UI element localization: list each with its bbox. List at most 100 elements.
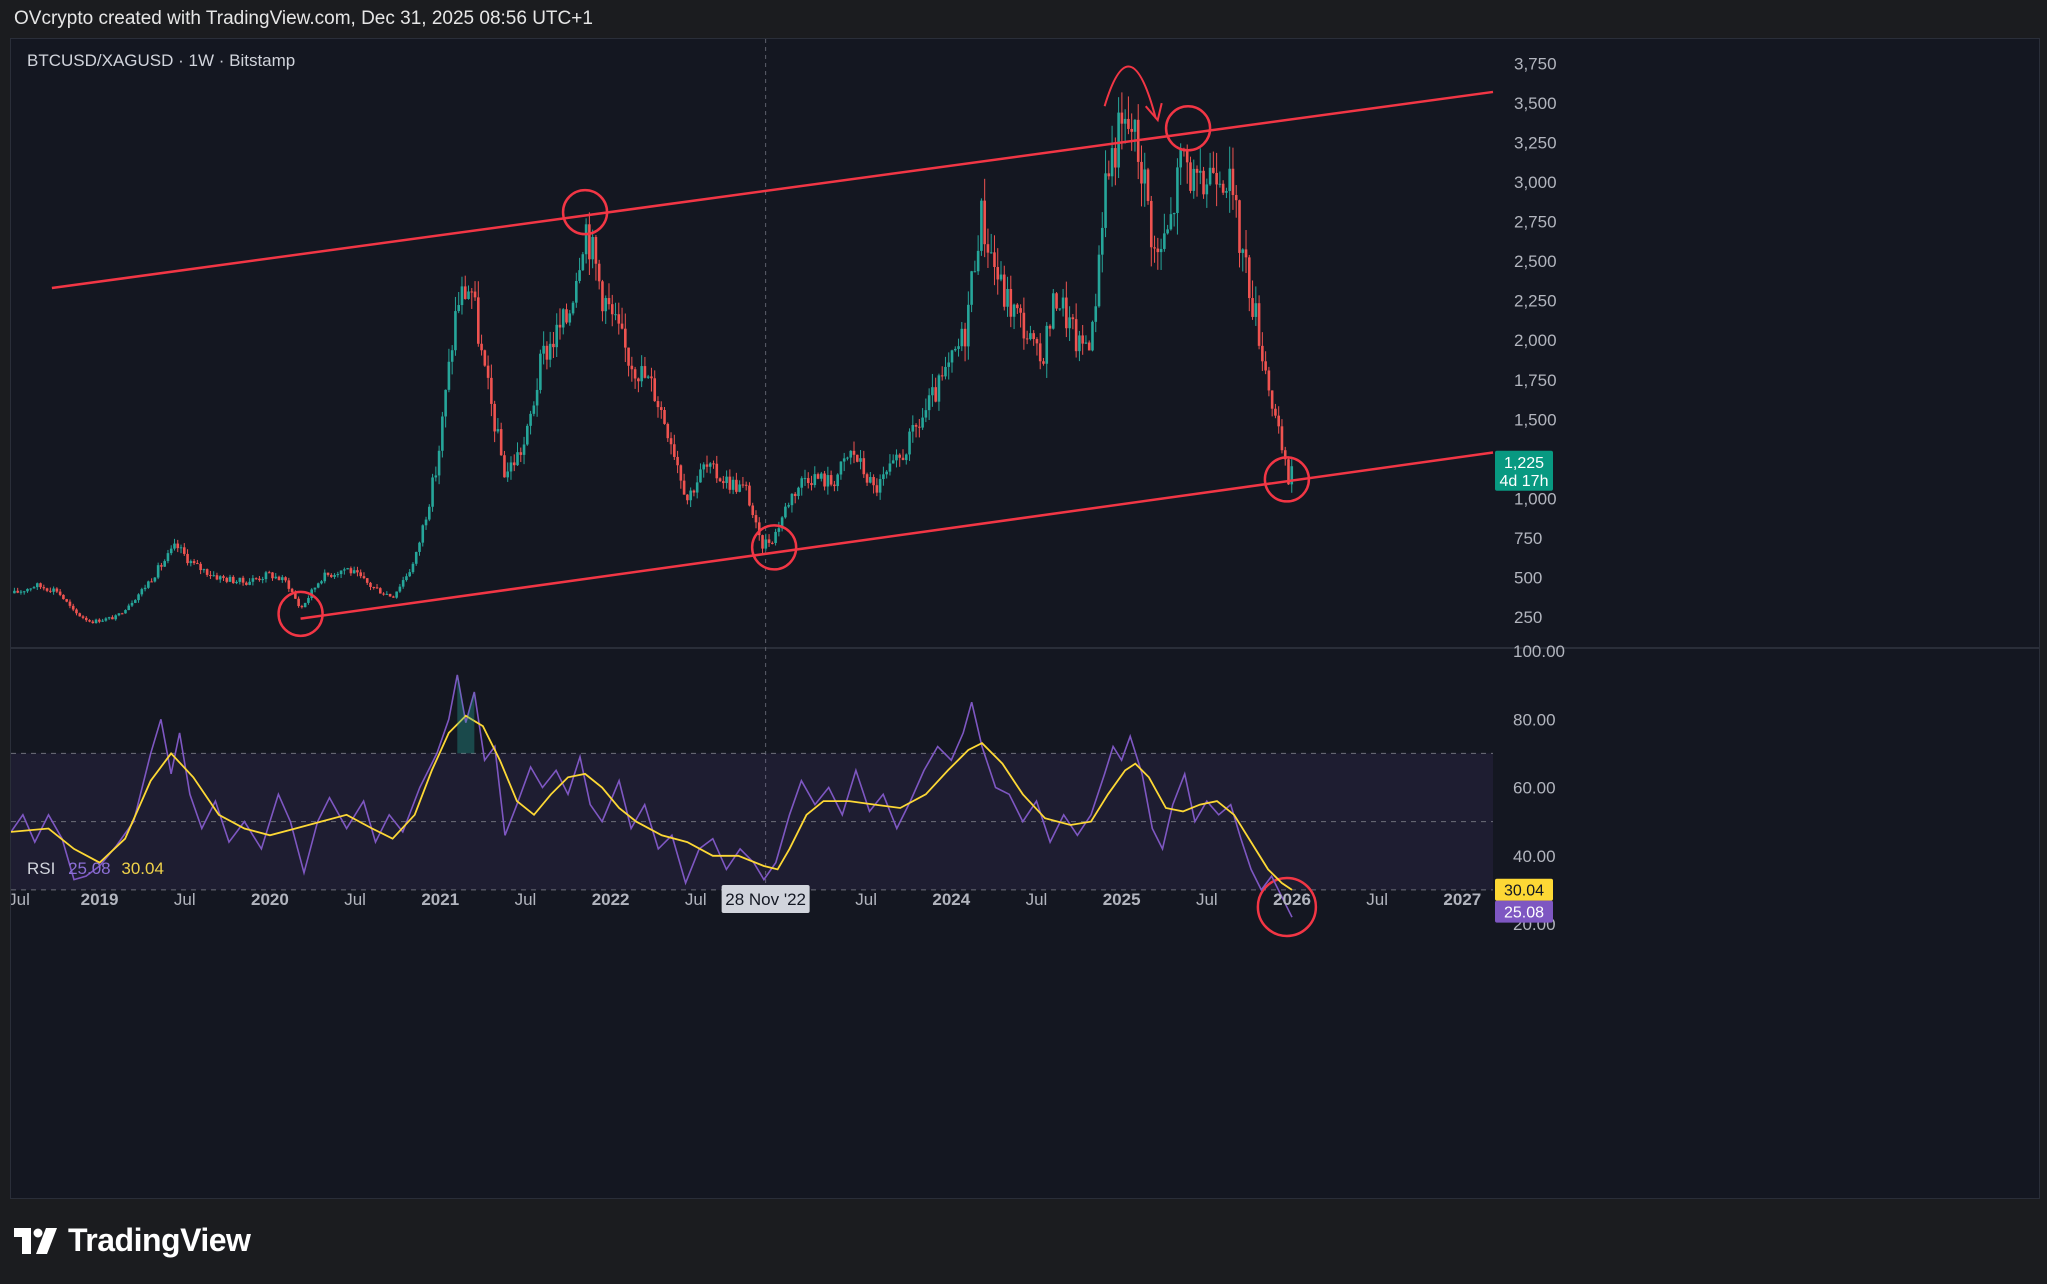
- candle: [754, 510, 758, 529]
- candle: [855, 454, 859, 463]
- candle-body: [797, 487, 800, 497]
- candle-body: [447, 361, 451, 390]
- candle: [784, 502, 787, 519]
- candle-body: [323, 572, 327, 582]
- candle: [669, 432, 673, 455]
- candle: [408, 569, 412, 578]
- candle: [480, 334, 483, 356]
- candle-body: [702, 464, 706, 470]
- price-axis-tick-label: 2,250: [1514, 292, 1557, 311]
- candle-body: [490, 377, 493, 404]
- candle: [529, 410, 532, 435]
- candle: [22, 590, 26, 595]
- candle-body: [166, 553, 170, 562]
- candle: [967, 291, 970, 360]
- candle: [970, 270, 973, 313]
- candle-body: [477, 297, 480, 344]
- candle: [561, 308, 565, 335]
- candle: [231, 575, 235, 584]
- candle-body: [378, 588, 382, 594]
- candle: [35, 582, 39, 590]
- candle: [715, 455, 719, 483]
- candle: [169, 545, 173, 556]
- candle-body: [1218, 183, 1222, 185]
- candle-body: [365, 578, 369, 583]
- candle: [1016, 303, 1019, 314]
- candle-body: [264, 572, 268, 580]
- candle: [963, 322, 967, 362]
- candle-body: [1159, 248, 1163, 253]
- candle: [1146, 167, 1150, 205]
- candle: [68, 599, 72, 609]
- candle: [192, 558, 196, 565]
- candle: [1149, 195, 1153, 267]
- x-axis-tick-label: 2025: [1103, 890, 1141, 909]
- candle-body: [780, 517, 784, 529]
- candle-body: [918, 426, 921, 428]
- candle-body: [1270, 390, 1274, 409]
- candle: [633, 366, 637, 389]
- candle: [339, 570, 343, 578]
- candle-body: [418, 542, 421, 552]
- price-axis-tick-label: 2,000: [1514, 331, 1557, 350]
- candle-body: [176, 543, 180, 549]
- candle: [820, 471, 823, 482]
- candle: [424, 516, 428, 530]
- tradingview-logo[interactable]: TradingView: [14, 1222, 251, 1259]
- candle-body: [431, 477, 434, 507]
- candle: [437, 445, 441, 485]
- candle: [927, 388, 931, 420]
- candle-body: [388, 593, 392, 597]
- rsi-overbought-fill: [457, 674, 475, 754]
- chart-svg[interactable]: 3,750 3,500 3,250 3,000 2,750 2,500 2,250 2,000…: [11, 39, 2039, 1198]
- chart-attribution: OVcrypto created with TradingView.com, D…: [14, 8, 593, 29]
- candle-body: [205, 569, 209, 575]
- candle-body: [957, 346, 960, 349]
- candle: [196, 559, 199, 565]
- candle-body: [460, 286, 464, 306]
- candle: [450, 345, 454, 375]
- candle: [473, 281, 477, 301]
- candle: [1267, 366, 1271, 397]
- candle-body: [75, 609, 78, 614]
- x-axis-tick-label: 2022: [592, 890, 630, 909]
- candle: [1215, 152, 1218, 207]
- candle: [1280, 419, 1284, 454]
- candle-body: [401, 580, 405, 587]
- candle: [777, 521, 781, 537]
- candle: [806, 472, 810, 489]
- rsi-highlight-circle: [1256, 876, 1318, 938]
- candle: [924, 398, 928, 423]
- candle-body: [251, 578, 255, 582]
- candle-body: [349, 568, 353, 574]
- rsi-ma-value: 30.04: [121, 859, 164, 878]
- candle: [1208, 152, 1212, 186]
- candle: [225, 576, 229, 584]
- candle: [130, 600, 134, 608]
- candle: [241, 575, 245, 586]
- candle-body: [842, 458, 846, 462]
- candle-body: [950, 350, 954, 363]
- candle: [591, 229, 594, 269]
- candle: [516, 442, 519, 466]
- candle-body: [153, 577, 157, 582]
- candle-body: [774, 531, 777, 544]
- candle-body: [839, 461, 843, 475]
- candle-body: [777, 528, 781, 532]
- candle: [104, 617, 108, 622]
- candle-body: [424, 519, 428, 526]
- candle-body: [1146, 169, 1150, 201]
- candle-body: [55, 588, 59, 592]
- price-axis-tick-label: 2,500: [1514, 252, 1557, 271]
- candle: [1078, 330, 1081, 362]
- candle: [1225, 187, 1228, 199]
- candle-body: [731, 479, 735, 490]
- candle: [535, 378, 539, 417]
- candle-body: [1110, 148, 1114, 177]
- candle: [209, 570, 212, 579]
- candle-body: [653, 378, 657, 402]
- candle-body: [911, 425, 915, 432]
- candle: [163, 559, 166, 567]
- chart-frame[interactable]: 3,750 3,500 3,250 3,000 2,750 2,500 2,250 2,000…: [10, 38, 2040, 1199]
- candle-body: [735, 479, 738, 492]
